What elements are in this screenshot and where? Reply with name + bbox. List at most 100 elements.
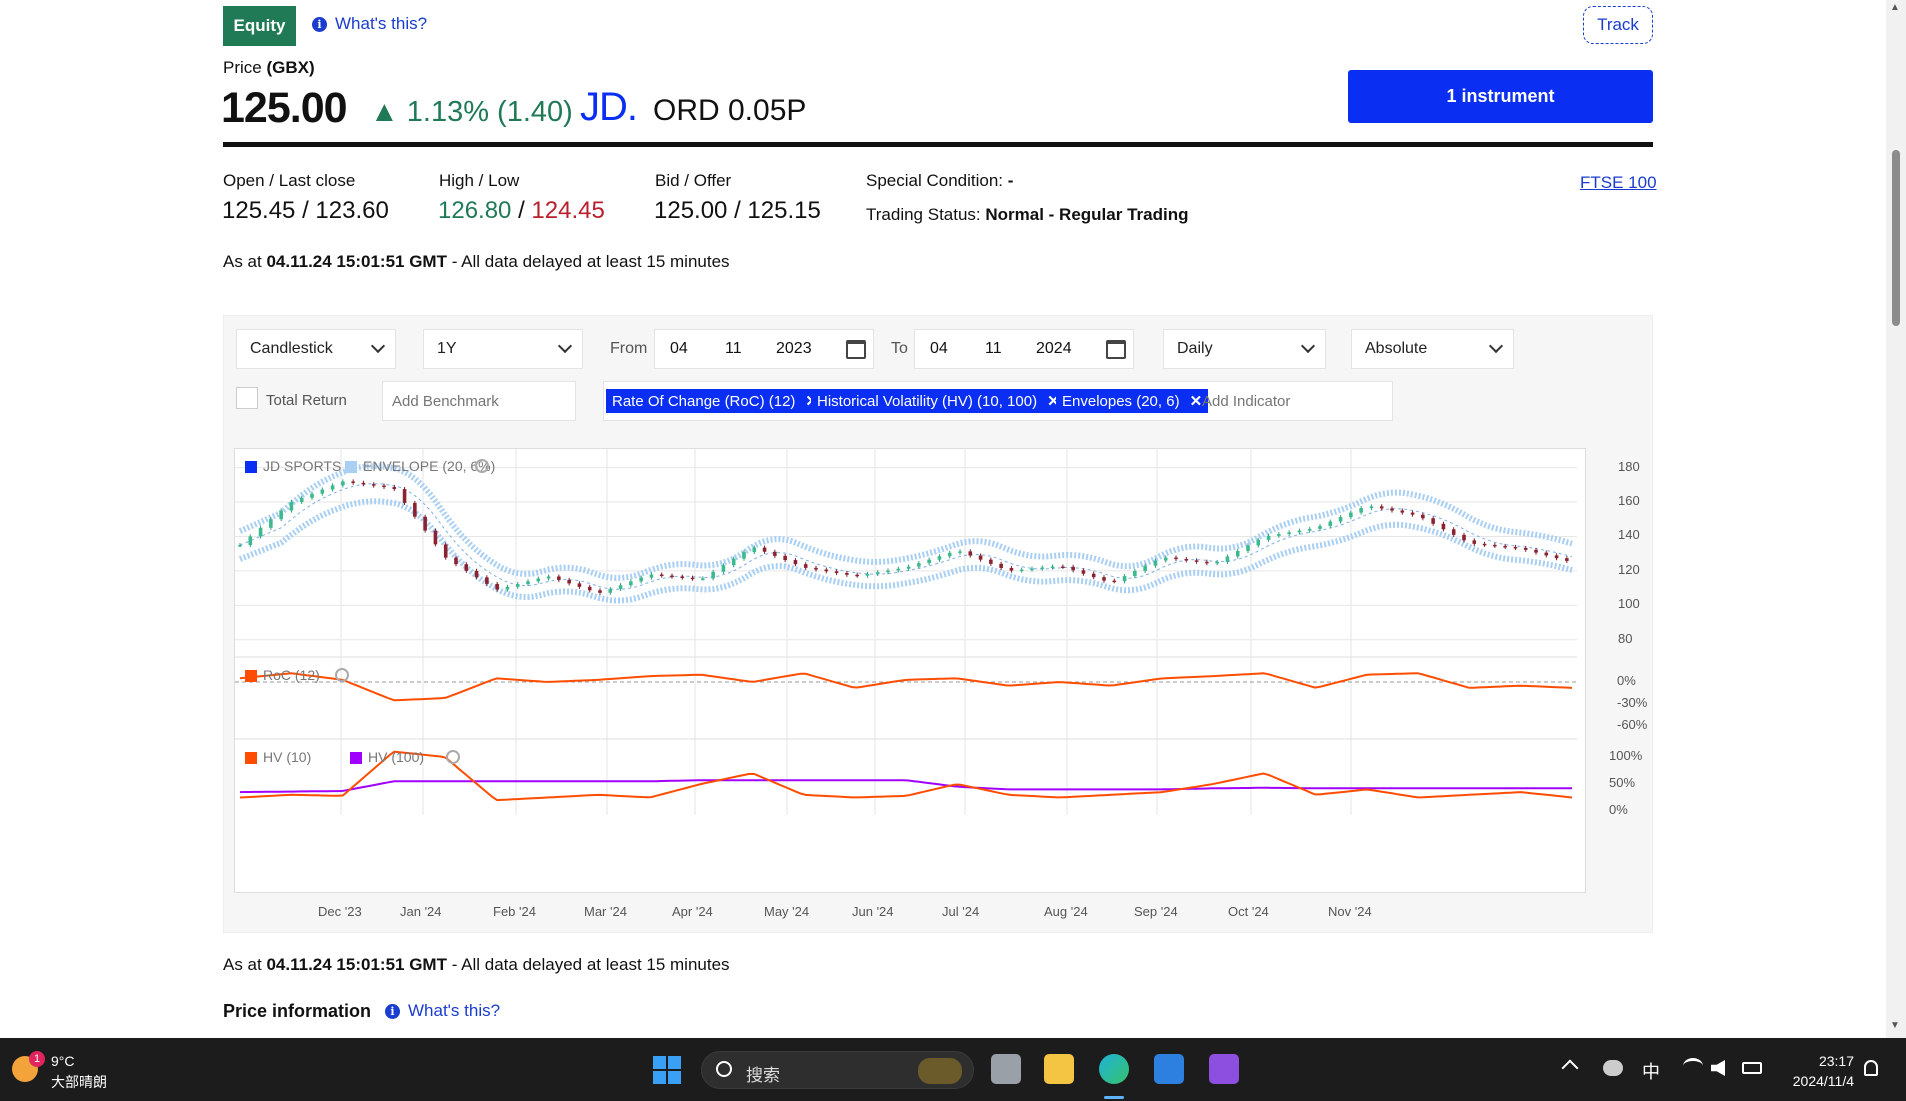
close-icon[interactable]: ✕ [1189, 393, 1203, 410]
windows-start-icon[interactable] [653, 1056, 681, 1084]
from-month[interactable]: 11 [725, 340, 742, 357]
total-return-checkbox[interactable] [236, 387, 258, 409]
scroll-up-arrow-icon[interactable]: ▲ [1890, 2, 1900, 13]
taskbar-search[interactable]: 搜索 [701, 1051, 974, 1089]
scroll-down-arrow-icon[interactable]: ▼ [1890, 1020, 1900, 1031]
candle [1297, 530, 1302, 533]
candle [443, 544, 448, 558]
battery-icon[interactable] [1742, 1062, 1762, 1074]
price-tick-label: 80 [1618, 630, 1633, 646]
from-date-input[interactable]: 04 11 2023 [654, 329, 874, 369]
add-benchmark-input[interactable] [382, 381, 576, 421]
candle [721, 565, 726, 572]
chevron-down-icon [1300, 338, 1316, 354]
roc-tick-label: 0% [1617, 673, 1636, 688]
as-at-prefix: As at [223, 955, 267, 974]
chevron-up-icon[interactable] [1561, 1059, 1579, 1077]
notification-bell-icon[interactable] [1864, 1060, 1878, 1076]
indicator-tag-hv[interactable]: Historical Volatility (HV) (10, 100) ✕ [811, 389, 1066, 413]
calendar-icon[interactable] [1106, 340, 1126, 359]
scrollbar-thumb[interactable] [1892, 150, 1900, 326]
onedrive-icon[interactable] [1603, 1060, 1623, 1076]
candle [1277, 534, 1281, 536]
chart-type-select[interactable]: Candlestick [236, 329, 396, 369]
legend-hv100-label: HV (100) [368, 749, 424, 765]
to-month[interactable]: 11 [985, 340, 1002, 357]
calendar-icon[interactable] [846, 340, 866, 359]
candle [1493, 544, 1497, 547]
security-name: ORD 0.05P [653, 94, 807, 127]
to-day[interactable]: 04 [930, 340, 948, 357]
price-information-heading: Price information [223, 1001, 372, 1021]
scale-select[interactable]: Absolute [1351, 329, 1514, 369]
file-explorer-icon[interactable] [1044, 1054, 1074, 1084]
price-chart[interactable]: JD SPORTS ENVELOPE (20, 6%) RoC (12) HV (10… [235, 449, 1587, 894]
volume-icon[interactable] [1711, 1060, 1725, 1076]
candle [1205, 561, 1209, 564]
hv-tick-label: 100% [1609, 748, 1643, 763]
add-indicator-input[interactable] [1202, 389, 1382, 413]
candle [1235, 550, 1240, 557]
x-tick-label: May '24 [764, 904, 810, 919]
interval-select[interactable]: Daily [1163, 329, 1326, 369]
candle [608, 588, 613, 593]
period-select[interactable]: 1Y [423, 329, 583, 369]
instrument-button[interactable]: 1 instrument [1348, 70, 1653, 123]
clock-time[interactable]: 23:17 [1818, 1053, 1854, 1069]
from-year[interactable]: 2023 [776, 340, 812, 357]
candle [392, 486, 397, 490]
edge-browser-icon[interactable] [1099, 1054, 1129, 1084]
whats-this-link[interactable]: i What's this? [312, 14, 427, 34]
to-year[interactable]: 2024 [1036, 340, 1072, 357]
chevron-down-icon [370, 338, 386, 354]
whats-this-label[interactable]: What's this? [335, 14, 428, 33]
search-highlight-icon [918, 1058, 962, 1084]
candle [1565, 558, 1569, 561]
candle [1215, 562, 1219, 564]
price-info-whats-this[interactable]: i What's this? [385, 1001, 500, 1021]
candle [1451, 529, 1456, 535]
x-tick-label: Apr '24 [672, 904, 713, 919]
candle [1163, 557, 1168, 561]
vertical-scrollbar[interactable]: ▲ ▼ [1886, 0, 1906, 1038]
candle [258, 527, 263, 537]
candle [505, 586, 510, 590]
app-pre-icon[interactable] [1209, 1054, 1239, 1084]
to-date-input[interactable]: 04 11 2024 [914, 329, 1134, 369]
indicator-tag-envelopes[interactable]: Envelopes (20, 6) ✕ [1056, 389, 1209, 413]
candle [917, 563, 921, 567]
candle [454, 557, 458, 565]
task-view-icon[interactable] [991, 1054, 1021, 1084]
candle [1143, 565, 1147, 571]
chart-plot-area[interactable]: JD SPORTS ENVELOPE (20, 6%) RoC (12) HV (10… [234, 448, 1586, 893]
wifi-icon[interactable] [1683, 1058, 1703, 1074]
indicator-tag-roc[interactable]: Rate Of Change (RoC) (12)✕ [606, 389, 824, 413]
ftse-100-link[interactable]: FTSE 100 [1580, 173, 1657, 192]
period-value: 1Y [437, 340, 457, 357]
candle [1030, 568, 1034, 571]
weather-text[interactable]: 大部晴朗 [51, 1074, 107, 1090]
legend-envelope-label: ENVELOPE (20, 6%) [363, 458, 495, 474]
candle [1266, 535, 1271, 540]
hv-tick-label: 50% [1609, 775, 1636, 790]
envelope-middle-line [239, 483, 1573, 590]
candle [536, 578, 541, 582]
candle [1246, 545, 1250, 551]
whats-this-label[interactable]: What's this? [408, 1001, 501, 1020]
candle [515, 584, 520, 587]
track-button[interactable]: Track [1583, 6, 1653, 44]
candle [1328, 521, 1333, 527]
candle [433, 530, 438, 545]
special-condition-label: Special Condition: [866, 171, 1008, 190]
roc-line [239, 672, 1573, 702]
candle [567, 579, 571, 584]
x-tick-label: Oct '24 [1228, 904, 1269, 919]
weather-temp[interactable]: 9°C [51, 1053, 75, 1069]
active-app-indicator [1104, 1096, 1124, 1099]
from-day[interactable]: 04 [670, 340, 688, 357]
ime-indicator[interactable]: 中 [1642, 1062, 1660, 1082]
as-at-suffix: - All data delayed at least 15 minutes [446, 955, 730, 974]
microsoft-store-icon[interactable] [1154, 1054, 1184, 1084]
clock-date[interactable]: 2024/11/4 [1792, 1073, 1854, 1089]
candle [1174, 557, 1178, 560]
